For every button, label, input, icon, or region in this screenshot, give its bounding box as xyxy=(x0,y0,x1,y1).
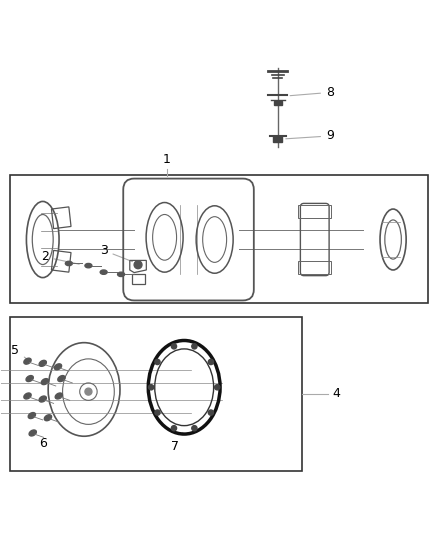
Circle shape xyxy=(208,359,213,365)
Bar xyxy=(274,101,282,105)
Ellipse shape xyxy=(85,263,92,268)
Ellipse shape xyxy=(117,272,124,277)
Circle shape xyxy=(171,425,177,431)
Bar xyxy=(10,175,428,303)
Circle shape xyxy=(155,410,160,415)
Ellipse shape xyxy=(39,360,46,366)
Bar xyxy=(10,317,302,471)
Circle shape xyxy=(215,385,220,390)
Text: 1: 1 xyxy=(163,154,171,166)
Ellipse shape xyxy=(44,415,52,421)
Ellipse shape xyxy=(100,270,107,274)
Circle shape xyxy=(155,359,160,365)
Text: 6: 6 xyxy=(33,433,47,450)
Ellipse shape xyxy=(54,364,62,370)
Ellipse shape xyxy=(41,378,49,385)
Text: 8: 8 xyxy=(290,86,334,99)
Ellipse shape xyxy=(65,261,72,265)
Ellipse shape xyxy=(24,358,31,364)
Text: 3: 3 xyxy=(100,244,132,262)
Circle shape xyxy=(192,425,197,431)
Ellipse shape xyxy=(28,413,35,418)
Circle shape xyxy=(85,388,92,395)
Circle shape xyxy=(171,344,177,349)
Ellipse shape xyxy=(24,393,31,399)
Circle shape xyxy=(148,385,154,390)
Text: 9: 9 xyxy=(286,130,334,142)
Circle shape xyxy=(192,344,197,349)
Circle shape xyxy=(208,410,213,415)
Text: 2: 2 xyxy=(41,251,79,264)
Bar xyxy=(273,136,282,142)
Bar xyxy=(298,205,331,218)
Circle shape xyxy=(134,261,142,269)
Ellipse shape xyxy=(58,376,65,382)
Ellipse shape xyxy=(29,430,36,436)
Text: 7: 7 xyxy=(172,432,183,453)
Ellipse shape xyxy=(55,393,63,399)
Text: 4: 4 xyxy=(332,387,340,400)
Text: 5: 5 xyxy=(11,344,28,359)
Ellipse shape xyxy=(26,376,33,382)
Ellipse shape xyxy=(39,396,46,402)
Bar xyxy=(298,261,331,274)
